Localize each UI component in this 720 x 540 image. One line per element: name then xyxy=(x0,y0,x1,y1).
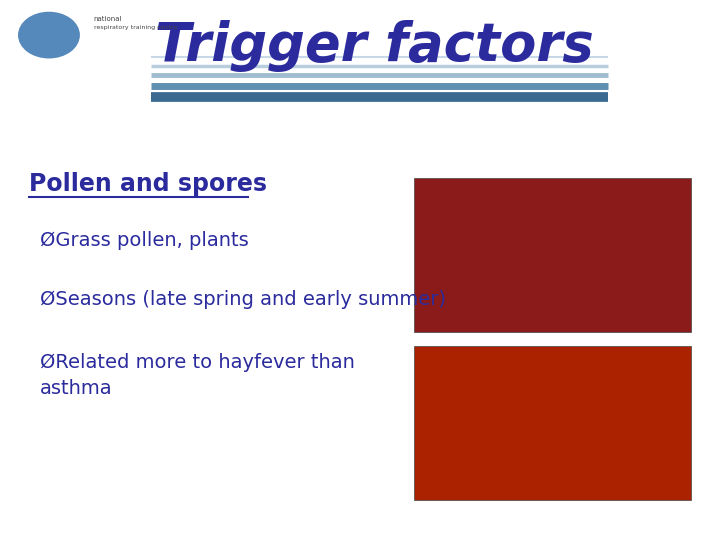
Text: respiratory training centre: respiratory training centre xyxy=(94,24,177,30)
Text: ØGrass pollen, plants: ØGrass pollen, plants xyxy=(40,231,248,250)
Text: ØRelated more to hayfever than
asthma: ØRelated more to hayfever than asthma xyxy=(40,353,354,398)
Bar xyxy=(414,346,691,500)
Text: Trigger factors: Trigger factors xyxy=(155,20,594,72)
Circle shape xyxy=(19,12,79,58)
Bar xyxy=(414,178,691,332)
Text: Pollen and spores: Pollen and spores xyxy=(29,172,267,195)
Text: ØSeasons (late spring and early summer): ØSeasons (late spring and early summer) xyxy=(40,290,446,309)
Text: national: national xyxy=(94,16,122,22)
